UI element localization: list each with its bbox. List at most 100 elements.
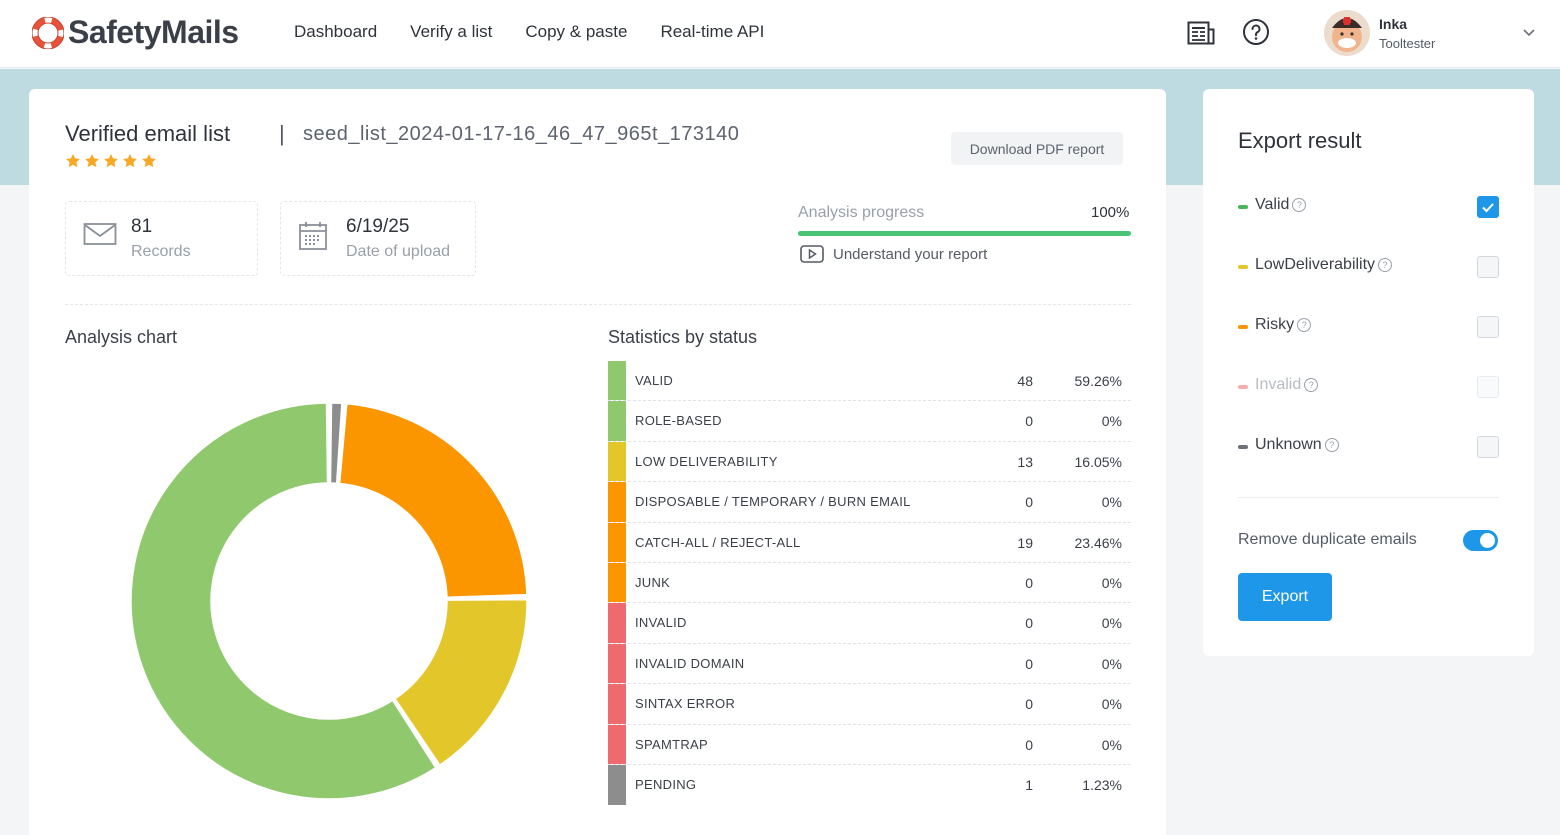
status-dot — [1238, 205, 1248, 209]
download-pdf-button[interactable]: Download PDF report — [951, 132, 1123, 165]
status-count: 0 — [1025, 615, 1033, 632]
records-label: Records — [131, 243, 191, 260]
export-option-lowdeliverability: LowDeliverability? — [1238, 255, 1499, 279]
star-icon — [142, 154, 156, 168]
status-label: PENDING — [635, 776, 697, 792]
donut-slice-catch-all-reject-all[interactable] — [338, 402, 528, 599]
donut-slice-valid[interactable] — [130, 402, 437, 800]
status-label: VALID — [635, 373, 674, 388]
status-percent: 0% — [1101, 494, 1122, 511]
status-label: LOW DELIVERABILITY — [635, 453, 778, 469]
checkmark-icon — [1482, 203, 1494, 213]
export-option-text: Invalid — [1255, 376, 1302, 393]
export-option-label: LowDeliverability? — [1255, 256, 1393, 274]
export-checkbox-risky[interactable] — [1477, 316, 1499, 338]
user-menu[interactable]: Inka Tooltester — [1324, 10, 1544, 58]
video-play-icon — [800, 245, 824, 263]
main-nav: Dashboard Verify a list Copy & paste Rea… — [294, 22, 764, 42]
page-title: Verified email list — [65, 121, 231, 146]
status-color-bar — [608, 361, 626, 401]
understand-report-link[interactable]: Understand your report — [800, 245, 987, 263]
star-icon — [123, 154, 137, 168]
status-color-bar — [608, 643, 626, 684]
status-count: 19 — [1017, 534, 1033, 551]
status-color-bar — [608, 764, 626, 806]
stats-table: VALID 48 59.26% ROLE-BASED 0 0% LOW DELI… — [608, 361, 1131, 806]
export-option-text: Unknown — [1255, 436, 1322, 453]
help-icon[interactable]: ? — [1292, 197, 1307, 212]
export-button[interactable]: Export — [1238, 573, 1332, 621]
remove-duplicates-toggle[interactable] — [1463, 530, 1498, 551]
stats-row: LOW DELIVERABILITY 13 16.05% — [608, 441, 1131, 483]
export-card: Export result Valid? LowDeliverability? … — [1203, 89, 1534, 656]
stats-title: Statistics by status — [608, 327, 758, 347]
status-count: 0 — [1025, 696, 1033, 713]
status-percent: 1.23% — [1082, 776, 1122, 793]
status-percent: 0% — [1101, 736, 1122, 753]
lifebuoy-icon — [32, 16, 64, 49]
status-percent: 0% — [1101, 615, 1122, 632]
stats-row: SINTAX ERROR 0 0% — [608, 684, 1131, 725]
export-title: Export result — [1238, 128, 1362, 153]
export-checkbox-valid[interactable] — [1477, 196, 1499, 218]
stats-row: SPAMTRAP 0 0% — [608, 724, 1131, 765]
export-checkbox-invalid[interactable] — [1477, 376, 1499, 398]
donut-slice-pending[interactable] — [329, 402, 343, 485]
chevron-down-icon[interactable] — [1522, 25, 1536, 39]
upload-date-label: Date of upload — [346, 243, 451, 260]
progress-bar-fill — [798, 231, 1131, 236]
analysis-progress-value: 100% — [1091, 204, 1130, 221]
export-option-text: Valid — [1255, 196, 1290, 213]
export-option-valid: Valid? — [1238, 195, 1499, 219]
stats-row: VALID 48 59.26% — [608, 361, 1131, 402]
nav-verify-list[interactable]: Verify a list — [410, 22, 493, 41]
export-option-unknown: Unknown? — [1238, 435, 1499, 459]
quality-rating — [65, 153, 157, 169]
section-divider — [65, 304, 1131, 305]
export-option-label: Invalid? — [1255, 376, 1319, 394]
user-name: Inka — [1379, 16, 1408, 32]
stats-row: INVALID DOMAIN 0 0% — [608, 643, 1131, 685]
status-label: DISPOSABLE / TEMPORARY / BURN EMAIL — [635, 494, 911, 510]
status-dot — [1238, 265, 1248, 269]
donut-slice-low-deliverability[interactable] — [394, 598, 528, 767]
nav-dashboard[interactable]: Dashboard — [294, 22, 378, 41]
status-percent: 0% — [1101, 655, 1122, 672]
star-icon — [85, 154, 99, 168]
top-navigation-bar: SafetyMails Dashboard Verify a list Copy… — [0, 0, 1560, 68]
help-icon[interactable]: ? — [1297, 317, 1312, 332]
analysis-chart-title: Analysis chart — [65, 327, 178, 347]
status-percent: 23.46% — [1074, 534, 1122, 551]
export-checkbox-lowdeliverability[interactable] — [1477, 256, 1499, 278]
export-checkbox-unknown[interactable] — [1477, 436, 1499, 458]
help-icon[interactable]: ? — [1324, 437, 1339, 452]
remove-duplicates-label: Remove duplicate emails — [1238, 531, 1417, 548]
export-option-text: LowDeliverability — [1255, 256, 1376, 273]
list-name: seed_list_2024-01-17-16_46_47_965t_17314… — [303, 123, 740, 145]
status-count: 1 — [1025, 776, 1033, 793]
brand-name: SafetyMails — [68, 14, 239, 50]
help-icon[interactable] — [1242, 18, 1270, 46]
status-percent: 0% — [1101, 696, 1122, 713]
plans-icon[interactable] — [1186, 18, 1216, 48]
progress-bar — [798, 231, 1131, 236]
upload-date-value: 6/19/25 — [346, 216, 410, 237]
help-icon[interactable]: ? — [1304, 377, 1319, 392]
status-count: 0 — [1025, 494, 1033, 511]
status-percent: 0% — [1101, 413, 1122, 430]
status-color-bar — [608, 603, 626, 643]
status-label: ROLE-BASED — [635, 413, 722, 429]
status-color-bar — [608, 441, 626, 482]
export-divider — [1238, 497, 1499, 498]
status-color-bar — [608, 724, 626, 764]
nav-realtime-api[interactable]: Real-time API — [660, 22, 765, 41]
status-label: SINTAX ERROR — [635, 696, 736, 712]
status-label: INVALID DOMAIN — [635, 655, 745, 671]
stats-row: JUNK 0 0% — [608, 562, 1131, 604]
stats-row: PENDING 1 1.23% — [608, 764, 1131, 806]
help-icon[interactable]: ? — [1378, 257, 1393, 272]
nav-copy-paste[interactable]: Copy & paste — [525, 22, 628, 41]
logo[interactable]: SafetyMails — [32, 14, 239, 51]
title-separator: | — [279, 121, 285, 146]
export-option-invalid: Invalid? — [1238, 375, 1499, 399]
